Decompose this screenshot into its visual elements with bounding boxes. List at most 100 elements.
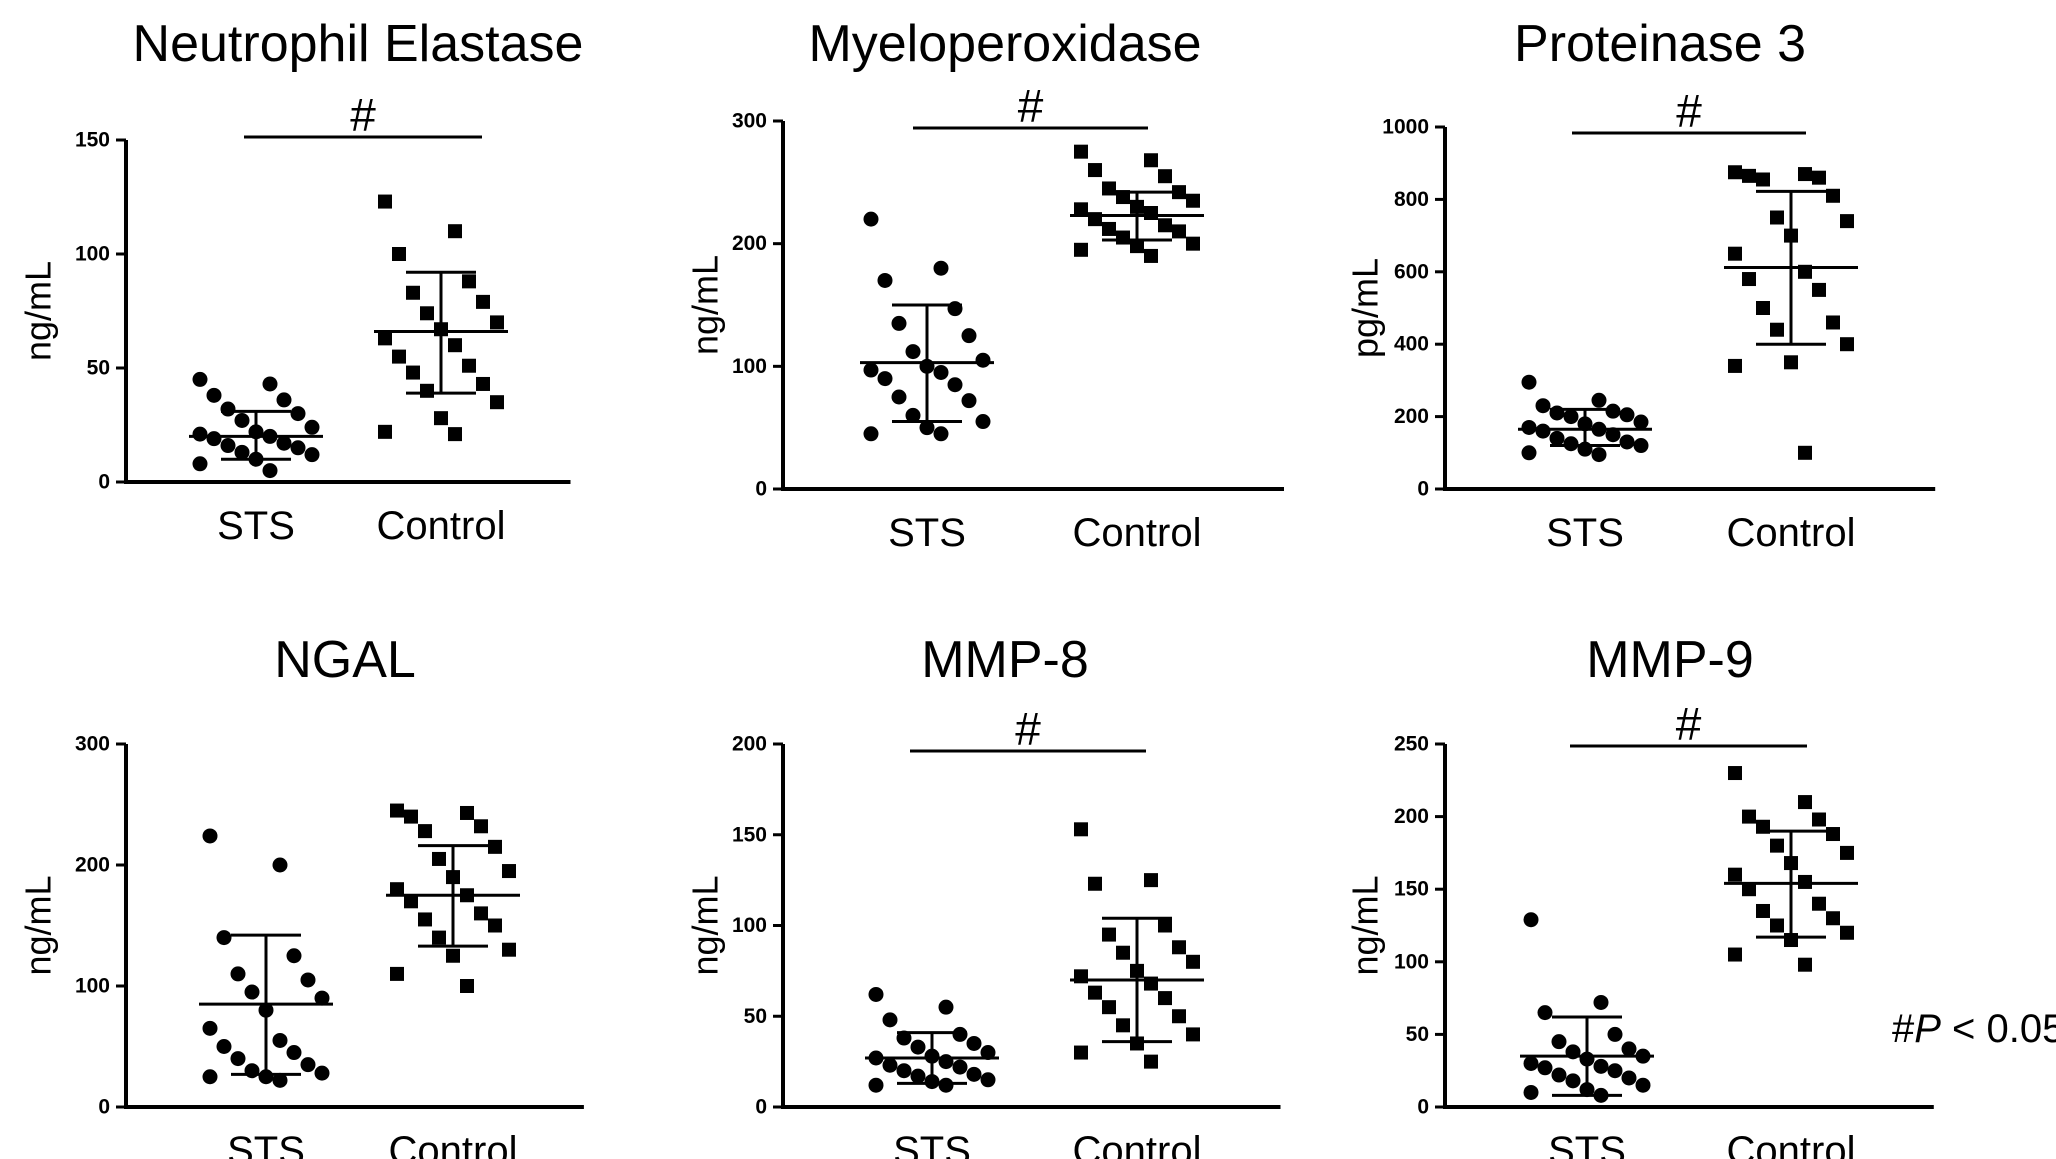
- data-point: [216, 930, 232, 946]
- data-point: [1593, 994, 1609, 1010]
- series-sts: [189, 371, 323, 479]
- data-point: [1633, 414, 1649, 430]
- data-point: [1607, 1063, 1623, 1079]
- data-point: [1116, 1018, 1130, 1033]
- data-point: [460, 805, 474, 820]
- y-tick-label: 150: [75, 129, 110, 152]
- data-point: [304, 419, 320, 435]
- y-tick-label: 0: [755, 1096, 767, 1119]
- data-point: [378, 424, 392, 439]
- significance-footnote: #P < 0.05: [1892, 1007, 2056, 1051]
- data-point: [234, 412, 250, 428]
- data-point: [220, 438, 236, 454]
- data-point: [1186, 1027, 1200, 1042]
- panel-title: MMP-9: [1586, 631, 1754, 689]
- data-point: [420, 383, 434, 398]
- data-point: [877, 272, 893, 288]
- data-point: [216, 1039, 232, 1054]
- data-point: [1840, 214, 1854, 229]
- data-point: [474, 906, 488, 921]
- data-point: [1074, 242, 1088, 257]
- data-point: [1158, 218, 1172, 233]
- data-point: [1756, 301, 1770, 315]
- data-point: [448, 338, 462, 353]
- data-point: [1770, 918, 1784, 933]
- data-point: [910, 1068, 926, 1084]
- data-point: [502, 864, 516, 879]
- data-point: [1172, 185, 1186, 200]
- data-point: [300, 1057, 316, 1073]
- y-tick-label: 300: [75, 733, 110, 756]
- data-point: [462, 274, 476, 289]
- data-point: [1537, 1005, 1553, 1021]
- y-tick-label: 0: [98, 471, 110, 494]
- panel-3: Proteinase 3 pg/mL 0 200 400 600 800 1000 STS Con…: [1345, 15, 1936, 555]
- data-point: [938, 1054, 954, 1070]
- data-point: [868, 986, 884, 1002]
- data-point: [202, 1069, 218, 1085]
- y-tick-label: 100: [732, 355, 767, 378]
- data-point: [863, 211, 879, 227]
- y-tick-label: 150: [1394, 878, 1429, 901]
- data-point: [863, 362, 879, 378]
- data-point: [488, 918, 502, 933]
- series-control: [1724, 766, 1858, 972]
- data-point: [406, 365, 420, 380]
- data-point: [919, 420, 935, 436]
- data-point: [1102, 927, 1116, 942]
- series-control: [386, 803, 520, 993]
- data-point: [1770, 838, 1784, 853]
- data-point: [290, 440, 306, 456]
- significance-marker: #: [1676, 85, 1702, 137]
- data-point: [202, 828, 218, 844]
- data-point: [1770, 322, 1784, 337]
- data-point: [244, 1063, 260, 1079]
- data-point: [1826, 315, 1840, 330]
- y-tick-label: 100: [75, 243, 110, 266]
- data-point: [1074, 144, 1088, 159]
- panel-1: Neutrophil Elastase ng/mL 0 50 100 150 STS Cont…: [18, 15, 584, 548]
- data-point: [933, 364, 949, 380]
- x-category-label: STS: [1548, 1129, 1626, 1159]
- y-tick-label: 250: [1394, 733, 1429, 756]
- data-point: [1605, 427, 1621, 443]
- data-point: [1635, 1077, 1651, 1093]
- data-point: [314, 1065, 330, 1081]
- data-point: [460, 979, 474, 993]
- data-point: [1798, 167, 1812, 182]
- panel-2: Myeloperoxidase ng/mL 0 100 200 300 STS Control…: [685, 15, 1284, 555]
- data-point: [448, 224, 462, 239]
- data-point: [882, 1057, 898, 1073]
- data-point: [1812, 812, 1826, 827]
- data-point: [947, 377, 963, 393]
- data-point: [863, 426, 879, 442]
- panel-5: MMP-8 ng/mL 0 50 100 150 200 STS Control #: [685, 631, 1281, 1159]
- data-point: [1130, 1036, 1144, 1051]
- x-category-label: Control: [1727, 1129, 1856, 1159]
- data-point: [877, 371, 893, 387]
- significance-marker: #: [1676, 698, 1702, 750]
- x-category-label: Control: [389, 1129, 518, 1159]
- data-point: [1158, 991, 1172, 1006]
- data-point: [1728, 947, 1742, 962]
- data-point: [230, 1051, 246, 1067]
- y-axis-label: pg/mL: [1345, 258, 1386, 358]
- data-point: [1172, 940, 1186, 955]
- y-tick-label: 200: [1394, 405, 1429, 428]
- data-point: [490, 395, 504, 410]
- data-point: [1607, 1026, 1623, 1042]
- panel-title: NGAL: [274, 631, 416, 689]
- data-point: [276, 392, 292, 408]
- data-point: [1591, 447, 1607, 463]
- data-point: [1130, 239, 1144, 254]
- data-point: [390, 803, 404, 818]
- data-point: [192, 456, 208, 472]
- data-point: [1537, 1060, 1553, 1076]
- panel-6: MMP-9 ng/mL 0 50 100 150 200 250 STS Control #: [1345, 631, 1934, 1159]
- data-point: [1742, 882, 1756, 897]
- data-point: [905, 407, 921, 423]
- data-point: [1144, 1054, 1158, 1069]
- y-tick-label: 50: [1406, 1023, 1429, 1046]
- data-point: [1826, 188, 1840, 203]
